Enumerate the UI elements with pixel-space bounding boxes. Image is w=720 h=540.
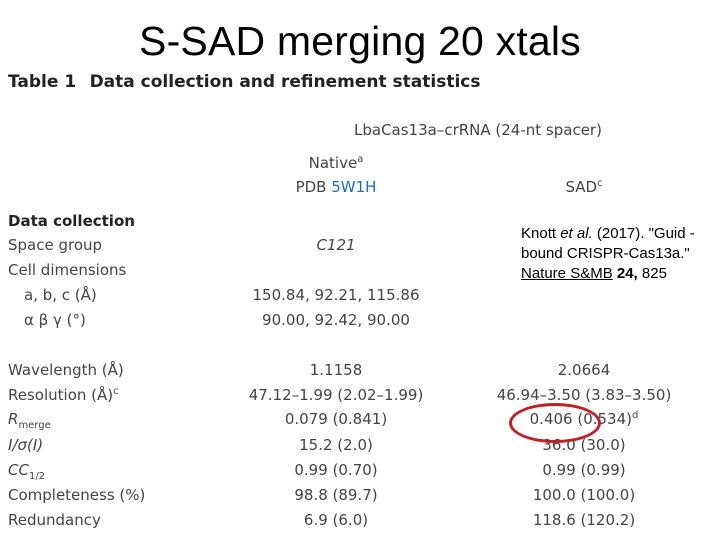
redundancy-sad: 118.6 (120.2) bbox=[532, 511, 636, 529]
completeness-sad: 100.0 (100.0) bbox=[532, 486, 636, 504]
pdb-link[interactable]: 5W1H bbox=[331, 178, 377, 196]
i-sigma-sad: 36.0 (30.0) bbox=[542, 436, 626, 454]
space-group-native: C121 bbox=[316, 236, 356, 254]
cc-half-sad: 0.99 (0.99) bbox=[542, 461, 626, 479]
sad-header: SADc bbox=[565, 178, 603, 196]
table-number: Table 1 bbox=[8, 72, 77, 92]
row-label-i-sigma: I/σ(I) bbox=[8, 436, 44, 454]
slide-title: S-SAD merging 20 xtals bbox=[139, 18, 581, 64]
section-data-collection: Data collection bbox=[8, 212, 135, 230]
angles-native: 90.00, 92.42, 90.00 bbox=[262, 311, 410, 329]
row-label-cc-half: CC1/2 bbox=[8, 461, 46, 482]
table-title: Data collection and refinement statistic… bbox=[89, 72, 481, 92]
row-label-resolution: Resolution (Å)c bbox=[8, 386, 119, 404]
pdb-header: PDB 5W1H bbox=[295, 178, 377, 196]
cc-half-native: 0.99 (0.70) bbox=[294, 461, 378, 479]
row-label-cell-dimensions: Cell dimensions bbox=[8, 261, 127, 279]
group-header: LbaCas13a–crRNA (24-nt spacer) bbox=[354, 121, 602, 139]
row-label-wavelength: Wavelength (Å) bbox=[8, 361, 124, 379]
journal-link[interactable]: Nature S&MB bbox=[521, 265, 613, 282]
native-header: Nativea bbox=[308, 154, 364, 172]
row-label-angles: α β γ (°) bbox=[24, 311, 86, 329]
row-label-completeness: Completeness (%) bbox=[8, 486, 146, 504]
i-sigma-native: 15.2 (2.0) bbox=[299, 436, 373, 454]
abc-native: 150.84, 92.21, 115.86 bbox=[252, 286, 420, 304]
resolution-sad: 46.94–3.50 (3.83–3.50) bbox=[496, 386, 672, 404]
row-label-space-group: Space group bbox=[8, 236, 103, 254]
highlight-circle bbox=[509, 403, 601, 443]
table-caption: Table 1 Data collection and refinement s… bbox=[8, 72, 480, 92]
completeness-native: 98.8 (89.7) bbox=[294, 486, 378, 504]
resolution-native: 47.12–1.99 (2.02–1.99) bbox=[248, 386, 424, 404]
rmerge-native: 0.079 (0.841) bbox=[284, 410, 388, 428]
row-label-rmerge: Rmerge bbox=[8, 410, 51, 431]
wavelength-sad: 2.0664 bbox=[557, 361, 611, 379]
row-label-redundancy: Redundancy bbox=[8, 511, 101, 529]
row-label-abc: a, b, c (Å) bbox=[24, 286, 97, 304]
wavelength-native: 1.1158 bbox=[309, 361, 363, 379]
citation: Knott et al. (2017). "Guid -bound CRISPR… bbox=[521, 225, 695, 282]
redundancy-native: 6.9 (6.0) bbox=[303, 511, 369, 529]
